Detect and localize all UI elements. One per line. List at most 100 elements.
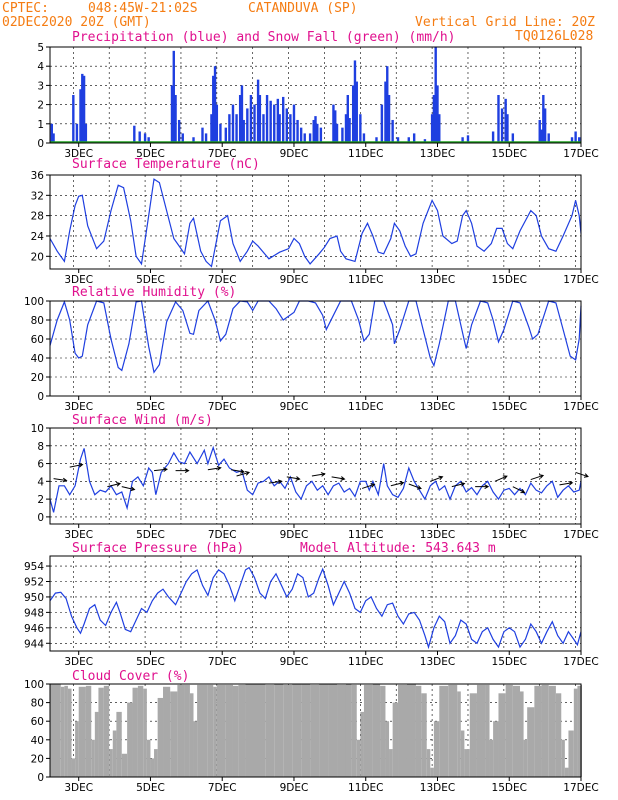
x-tick-label: 17DEC [563, 148, 598, 160]
cloud-bar [469, 693, 477, 777]
precip-panel: 0 1 2 3 4 5 3DEC 5DEC 7DEC 9DEC 11DEC 13DEC 15DEC 17D… [37, 42, 598, 160]
cloud-bar [520, 691, 524, 777]
y-tick-label: 3 [37, 80, 44, 92]
precip-bar [253, 104, 256, 143]
precip-bar [249, 95, 253, 143]
y-tick-label: 80 [31, 315, 44, 327]
cloud-bar [301, 684, 311, 777]
x-tick-label: 5DEC [136, 782, 165, 794]
y-tick-label: 4 [37, 61, 44, 73]
x-tick-label: 13DEC [420, 529, 455, 541]
wind-arrow [153, 467, 169, 472]
wind-arrow [286, 476, 301, 481]
x-tick-label: 9DEC [280, 782, 309, 794]
precip-bar [278, 114, 281, 143]
cloud-bar [360, 711, 364, 777]
precip-bar [172, 50, 175, 144]
precip-bar [231, 104, 235, 143]
y-tick-label: 954 [24, 561, 44, 573]
y-tick-label: 32 [31, 190, 44, 202]
cloud-bar [485, 684, 490, 777]
cloud-bar [345, 684, 352, 777]
cloud-bar [523, 739, 528, 777]
precip-bar [316, 123, 319, 143]
cloud-bar [109, 749, 113, 777]
wind-arrow [451, 482, 466, 488]
x-tick-label: 15DEC [492, 148, 527, 160]
precip-bar [506, 114, 509, 143]
precip-bar [215, 104, 219, 143]
cloud-bar [457, 691, 461, 777]
cloud-bar [116, 711, 122, 777]
cloud-bar [75, 721, 79, 777]
cloud-bar [112, 730, 117, 777]
cloud-title: Cloud Cover (%) [72, 669, 189, 684]
precip-bar [375, 137, 378, 143]
cloud-bar [150, 758, 155, 777]
header-station: CATANDUVA (SP) [248, 1, 358, 16]
wind-arrow [175, 468, 190, 474]
cloud-bar [372, 684, 381, 777]
precip-bar [213, 66, 217, 143]
cloud-bar [146, 739, 151, 777]
precip-bar [212, 75, 215, 143]
cloud-bar [197, 684, 208, 777]
cloud-panel: 0 20 40 60 80 100 3DEC 5DEC 7DEC 9DEC 11DEC 13DEC 15… [24, 679, 599, 794]
cloud-bar [460, 730, 465, 777]
temp-title: Surface Temperature (nC) [72, 157, 260, 172]
x-tick-label: 7DEC [208, 782, 237, 794]
precip-bar [79, 89, 82, 143]
precip-bar [332, 104, 335, 143]
cloud-bar [489, 739, 494, 777]
pressure-panel: 944 946 948 950 952 954 3DEC 5DEC 7DEC 9DEC 11DEC 1… [24, 555, 599, 668]
relative-humidity-line [49, 299, 582, 374]
cloud-bar [103, 685, 110, 777]
cloud-bar [98, 687, 104, 777]
cloud-bar [60, 686, 65, 777]
precip-bar [201, 127, 204, 143]
precip-bar [308, 133, 312, 143]
precip-bar [540, 129, 543, 143]
precip-bar [224, 127, 228, 143]
wind-arrow [311, 472, 326, 477]
cloud-bar [505, 684, 513, 777]
wind-arrow [575, 471, 589, 478]
precip-bar [262, 114, 265, 143]
wind-arrow [69, 462, 84, 468]
precip-bar [242, 119, 245, 143]
cloud-bar [561, 739, 565, 777]
x-tick-label: 7DEC [208, 529, 237, 541]
cloud-bar [292, 684, 302, 777]
x-tick-label: 17DEC [563, 274, 598, 286]
rh-panel: 0 20 40 60 80 100 3DEC 5DEC 7DEC 9DEC 11DEC 13DEC 15… [24, 296, 599, 413]
wind-arrow [268, 479, 283, 485]
precip-bar [547, 133, 550, 143]
cloud-bar [225, 684, 233, 777]
surface-wind-speed-line [49, 445, 582, 513]
precip-bar [497, 95, 500, 143]
precip-bar [312, 119, 315, 143]
x-tick-label: 11DEC [348, 782, 383, 794]
precip-bar [303, 133, 306, 143]
x-tick-label: 3DEC [64, 782, 93, 794]
cloud-bar [464, 749, 470, 777]
precip-bar [292, 104, 296, 143]
precip-bar [543, 108, 547, 143]
precip-bar [219, 123, 222, 143]
y-tick-label: 0 [37, 512, 44, 524]
cloud-bar [380, 685, 386, 777]
cloud-bar [385, 721, 390, 777]
wind-title: Surface Wind (m/s) [72, 413, 213, 428]
cloud-bar [564, 767, 569, 777]
cloud-bar [127, 702, 133, 777]
precip-bar [466, 135, 470, 143]
y-tick-label: 0 [37, 391, 44, 403]
precip-bar [491, 131, 495, 143]
precip-bar [52, 133, 55, 143]
precip-bar [391, 119, 394, 143]
wind-arrow [361, 483, 376, 489]
precip-bar [204, 133, 208, 143]
precip-bar [299, 127, 303, 143]
precip-bar [238, 95, 242, 143]
cloud-bar [265, 684, 275, 777]
